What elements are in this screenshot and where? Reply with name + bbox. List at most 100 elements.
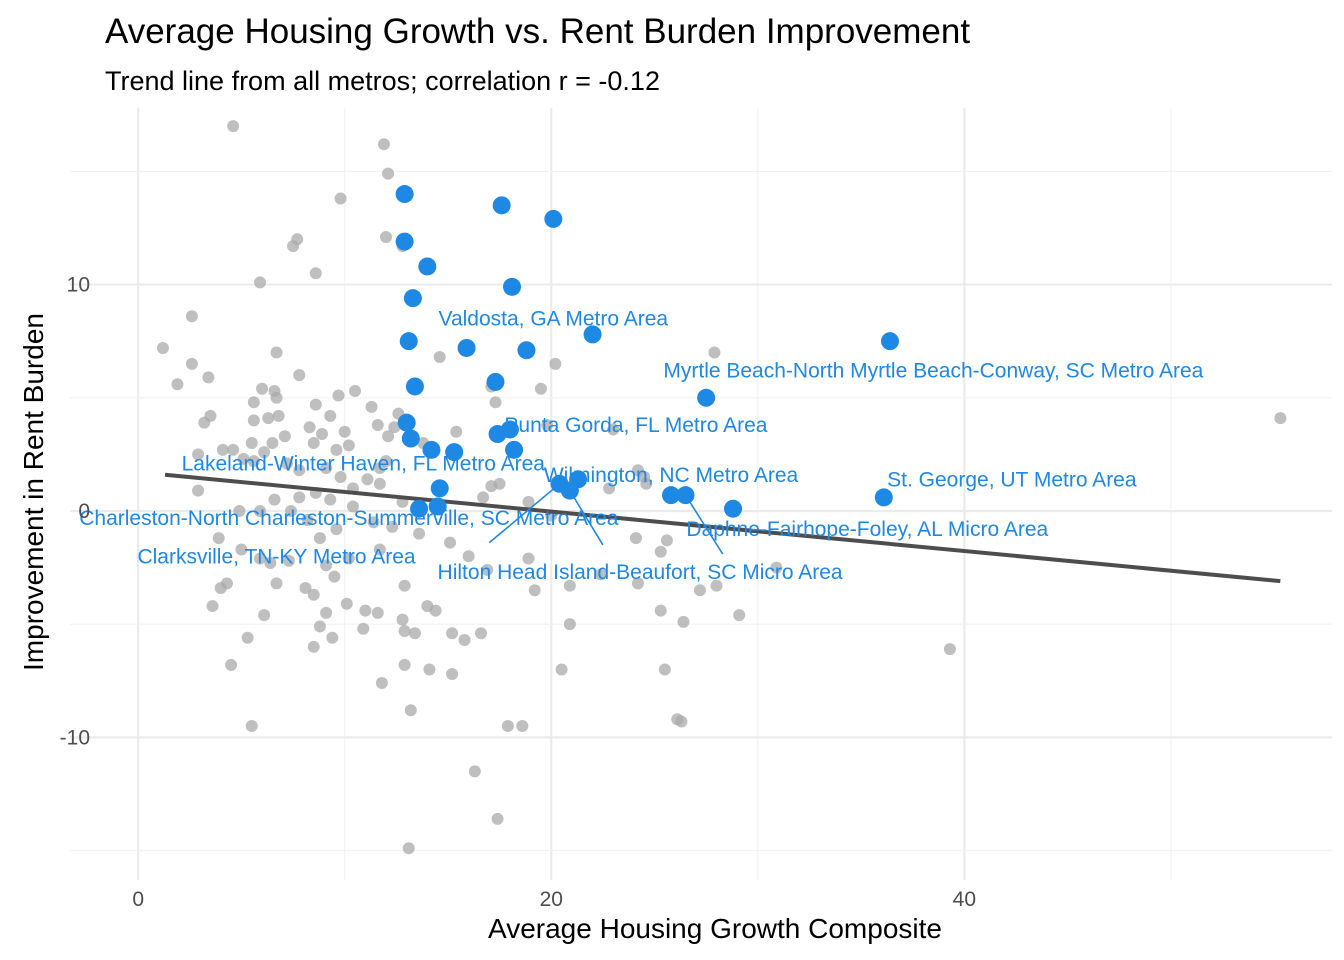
background-point	[444, 536, 457, 549]
background-point	[330, 443, 343, 456]
background-point	[377, 138, 390, 151]
background-point	[402, 842, 415, 855]
metro-label: Hilton Head Island-Beaufort, SC Micro Ar…	[438, 561, 843, 584]
highlighted-point	[874, 488, 893, 507]
background-point	[943, 643, 956, 656]
metro-label: Myrtle Beach-North Myrtle Beach-Conway, …	[663, 360, 1203, 383]
background-point	[458, 634, 471, 647]
background-point	[380, 231, 393, 244]
highlighted-point	[399, 332, 418, 351]
background-point	[299, 581, 312, 594]
background-point	[563, 618, 576, 631]
metro-label: Clarksville, TN-KY Metro Area	[137, 545, 415, 568]
y-axis-title: Improvement in Rent Burden	[18, 313, 49, 671]
background-point	[693, 584, 706, 597]
background-point	[264, 557, 277, 570]
tick-labels: 0 20 40 -10 0 10	[60, 274, 976, 911]
background-point	[293, 491, 306, 504]
background-point	[450, 425, 463, 438]
background-point	[477, 491, 490, 504]
background-point	[258, 446, 271, 459]
background-point	[654, 545, 667, 558]
background-point	[313, 532, 326, 545]
background-point	[282, 554, 295, 567]
background-point	[324, 409, 337, 422]
background-point	[475, 627, 488, 640]
y-tick-label: 10	[67, 274, 90, 297]
background-point	[429, 604, 442, 617]
background-point	[489, 396, 502, 409]
background-point	[227, 443, 240, 456]
highlighted-point	[403, 289, 422, 308]
background-point	[156, 341, 169, 354]
background-point	[216, 443, 229, 456]
background-point	[1274, 412, 1287, 425]
background-point	[235, 543, 248, 556]
background-point	[382, 430, 395, 443]
highlighted-point	[457, 338, 476, 357]
background-point	[320, 606, 333, 619]
background-point	[349, 384, 362, 397]
background-point	[245, 437, 258, 450]
background-point	[491, 812, 504, 825]
background-point	[770, 561, 783, 574]
chart-title: Average Housing Growth vs. Rent Burden I…	[105, 12, 970, 51]
highlighted-point	[418, 257, 437, 276]
background-point	[468, 765, 481, 778]
background-point	[266, 437, 279, 450]
background-point	[373, 477, 386, 490]
background-point	[607, 423, 620, 436]
background-point	[202, 371, 215, 384]
metro-label: Punta Gorda, FL Metro Area	[504, 414, 767, 437]
highlighted-point	[503, 277, 522, 296]
background-point	[192, 448, 205, 461]
background-point	[398, 624, 411, 637]
highlighted-point	[395, 185, 414, 204]
background-point	[342, 552, 355, 565]
background-point	[408, 627, 421, 640]
label-leaders	[488, 483, 724, 555]
highlighted-point	[662, 486, 681, 505]
background-point	[185, 357, 198, 370]
grid	[70, 108, 1332, 880]
background-point	[640, 477, 653, 490]
background-point	[307, 437, 320, 450]
x-tick-label: 20	[540, 888, 563, 911]
x-tick-label: 40	[953, 888, 976, 911]
background-point	[233, 504, 246, 517]
background-point	[206, 600, 219, 613]
background-point	[373, 543, 386, 556]
highlighted-point	[430, 479, 449, 498]
background-point	[262, 412, 275, 425]
background-point	[413, 527, 426, 540]
background-point	[254, 276, 267, 289]
background-point	[654, 604, 667, 617]
metro-label: Valdosta, GA Metro Area	[439, 308, 669, 331]
background-point	[733, 609, 746, 622]
x-axis-title: Average Housing Growth Composite	[488, 913, 942, 944]
background-point	[227, 120, 240, 133]
background-point	[388, 421, 401, 434]
highlighted-points	[395, 185, 899, 518]
background-point	[247, 396, 260, 409]
highlighted-point	[697, 388, 716, 407]
background-point	[270, 391, 283, 404]
highlighted-point	[544, 209, 563, 228]
background-point	[398, 579, 411, 592]
background-point	[549, 357, 562, 370]
background-point	[287, 240, 300, 253]
background-point	[375, 677, 388, 690]
background-point	[293, 369, 306, 382]
background-point	[629, 532, 642, 545]
background-point	[361, 473, 374, 486]
background-point	[278, 430, 291, 443]
background-point	[481, 563, 494, 576]
background-point	[522, 552, 535, 565]
background-point	[340, 597, 353, 610]
highlighted-point	[880, 332, 899, 351]
background-point	[658, 663, 671, 676]
background-point	[171, 378, 184, 391]
highlighted-point	[517, 341, 536, 360]
background-point	[301, 514, 314, 527]
metro-label: Charleston-North Charleston-Summerville,…	[79, 507, 619, 530]
